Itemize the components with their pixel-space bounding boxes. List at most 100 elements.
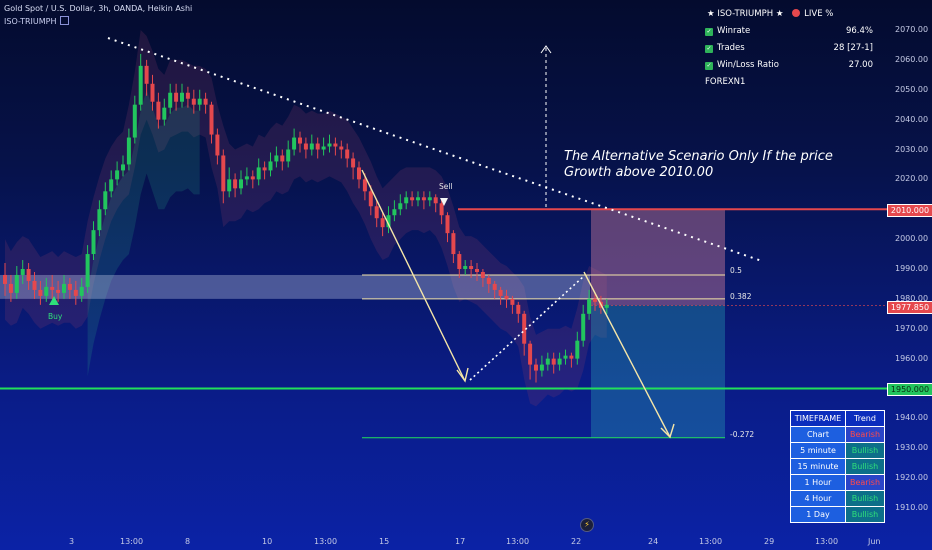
- candle-body: [351, 158, 356, 168]
- y-tick-label: 2020.00: [895, 174, 929, 184]
- candle-body: [451, 233, 456, 255]
- projection-arrow-down-1: [361, 169, 466, 382]
- projection-arrow-down-2: [583, 271, 671, 438]
- candle-body: [91, 230, 96, 255]
- stats-row-winrate: ✓ Winrate 96.4%: [705, 26, 873, 43]
- y-tick-label: 2050.00: [895, 84, 929, 94]
- x-tick-label: 22: [571, 537, 582, 546]
- stop-zone: [591, 209, 725, 306]
- candle-body: [132, 104, 137, 138]
- y-tick-label: 1930.00: [895, 443, 929, 453]
- buy-marker-label: Buy: [48, 312, 63, 321]
- y-tick-label: 2060.00: [895, 54, 929, 64]
- indicator-label[interactable]: ISO-TRIUMPH: [4, 16, 69, 26]
- stats-value: 96.4%: [845, 26, 873, 36]
- candle-body: [368, 191, 373, 207]
- candle-body: [345, 149, 350, 159]
- candle-body: [380, 218, 385, 228]
- trend-cell: Bearish: [845, 426, 885, 443]
- candle-body: [227, 179, 232, 192]
- candle-body: [50, 286, 55, 290]
- y-tick-label: 1990.00: [895, 264, 929, 273]
- candle-body: [504, 295, 509, 299]
- candle-body: [327, 143, 332, 147]
- candle-body: [256, 167, 261, 180]
- fib-label-0-382: 0.382: [730, 292, 752, 301]
- stats-footer: FOREXN1: [705, 77, 873, 94]
- x-tick-label: 24: [648, 537, 659, 546]
- candle-body: [421, 197, 426, 201]
- candle-body: [150, 83, 155, 102]
- candle-body: [392, 209, 397, 216]
- arrow-head: [540, 45, 552, 54]
- table-row: 1 Hour Bearish: [790, 474, 885, 491]
- candle-body: [563, 355, 568, 359]
- candle-body: [398, 203, 403, 210]
- candle-body: [587, 298, 592, 314]
- candle-body: [14, 274, 19, 293]
- y-tick-label: 1960.00: [895, 353, 929, 363]
- candle-body: [528, 343, 533, 365]
- candle-body: [581, 313, 586, 341]
- candle-body: [203, 98, 208, 105]
- x-tick-label: 8: [185, 537, 191, 546]
- stats-value: 28 [27-1]: [833, 43, 873, 53]
- candle-body: [97, 209, 102, 231]
- stats-value: 27.00: [848, 60, 873, 70]
- y-tick-label: 2030.00: [895, 144, 929, 154]
- candle-body: [67, 283, 72, 290]
- candle-body: [262, 167, 267, 171]
- candle-body: [480, 271, 485, 278]
- candle-body: [339, 146, 344, 150]
- candle-body: [416, 197, 420, 201]
- stats-row-trades: ✓ Trades 28 [27-1]: [705, 43, 873, 60]
- candle-body: [85, 254, 90, 287]
- stats-panel: ★ ISO-TRIUMPH ★ LIVE % ✓ Winrate 96.4% ✓ T…: [705, 9, 873, 94]
- candle-body: [469, 266, 474, 269]
- timeframe-cell: 1 Day: [790, 506, 846, 523]
- indicator-settings-icon[interactable]: [59, 16, 69, 25]
- candle-body: [44, 286, 49, 296]
- timeframe-trend-table: TIMEFRAME Trend Chart Bearish 5 minute Bul…: [790, 410, 885, 523]
- stats-label: Trades: [717, 43, 745, 53]
- check-icon: ✓: [705, 28, 713, 36]
- timeframe-cell: 5 minute: [790, 442, 846, 459]
- candle-body: [191, 98, 196, 105]
- candle-body: [56, 289, 61, 293]
- buy-arrow-icon: [49, 296, 59, 305]
- price-badge-resistance: 2010.000: [887, 204, 932, 217]
- star-icon: ★: [775, 9, 784, 19]
- candle-body: [109, 179, 114, 192]
- fib-label-0-5: 0.5: [730, 266, 742, 275]
- candle-body: [38, 289, 43, 296]
- lightning-icon[interactable]: ⚡: [580, 518, 594, 532]
- candle-body: [303, 143, 308, 150]
- candle-body: [32, 280, 37, 290]
- check-icon: ✓: [705, 62, 713, 70]
- candle-body: [20, 269, 25, 275]
- descending-trendline: [107, 37, 763, 262]
- table-header-trend: Trend: [845, 410, 885, 427]
- candle-body: [298, 137, 302, 144]
- candle-body: [545, 358, 550, 365]
- x-tick-label: 13:00: [699, 537, 723, 546]
- candle-body: [445, 215, 450, 234]
- candle-body: [180, 92, 184, 102]
- candle-body: [534, 364, 538, 371]
- timeframe-cell: 15 minute: [790, 458, 846, 475]
- table-header-timeframe: TIMEFRAME: [790, 410, 846, 427]
- timeframe-cell: 4 Hour: [790, 490, 846, 507]
- candle-body: [8, 283, 13, 293]
- candle-body: [557, 358, 562, 365]
- candle-body: [439, 203, 444, 216]
- candle-body: [138, 65, 143, 105]
- candle-body: [233, 179, 238, 189]
- candle-body: [250, 176, 255, 180]
- candle-body: [309, 143, 314, 150]
- stats-row-wl-ratio: ✓ Win/Loss Ratio 27.00: [705, 60, 873, 77]
- candle-body: [457, 254, 462, 269]
- candle-body: [162, 107, 167, 120]
- candle-body: [604, 304, 609, 308]
- timeframe-cell: 1 Hour: [790, 474, 846, 491]
